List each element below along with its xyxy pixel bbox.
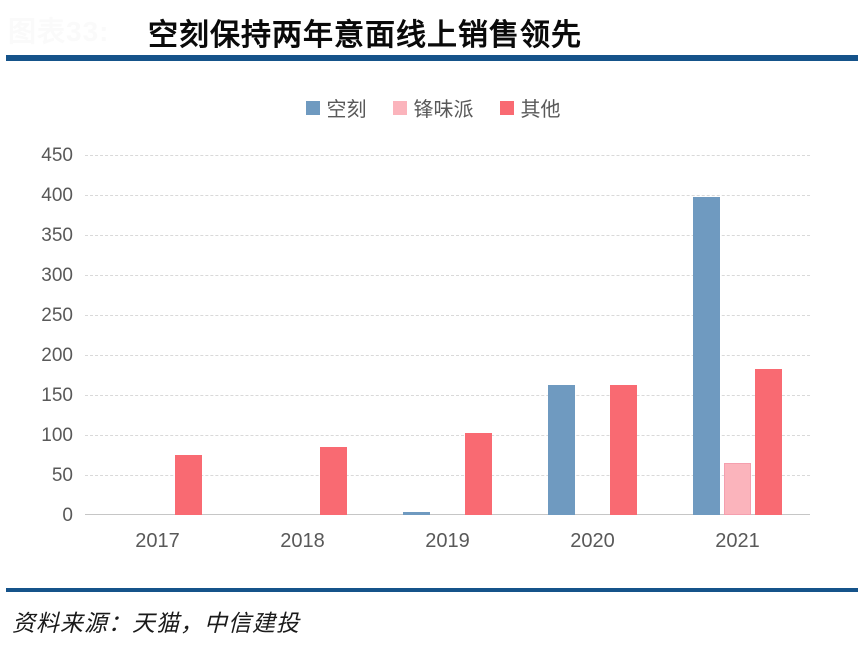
x-axis-tick-label: 2021	[715, 530, 760, 552]
bar-2021-锋味派	[724, 463, 751, 515]
legend-swatch-icon	[392, 100, 407, 115]
bar-2017-其他	[175, 455, 202, 515]
y-axis-tick-label: 200	[41, 345, 73, 366]
y-axis-tick-label: 400	[41, 185, 73, 206]
gridline-y300	[85, 275, 810, 276]
bar-2021-其他	[755, 369, 782, 515]
legend-item-0: 空刻	[305, 93, 367, 122]
bar-2019-其他	[465, 432, 492, 515]
x-axis-tick-label: 2017	[135, 530, 180, 552]
x-axis-line	[85, 514, 810, 515]
source-note: 资料来源：天猫，中信建投	[12, 611, 300, 636]
y-axis-tick-label: 350	[41, 225, 73, 246]
y-axis-tick-label: 50	[51, 465, 73, 486]
bar-2020-空刻	[548, 384, 575, 515]
x-axis-tick-label: 2018	[280, 530, 325, 552]
x-axis-tick-label: 2020	[570, 530, 615, 552]
legend-label: 空刻	[326, 99, 367, 121]
legend-swatch-icon	[305, 100, 320, 115]
y-axis-tick-label: 100	[41, 425, 73, 446]
gridline-y100	[85, 435, 810, 436]
gridline-y250	[85, 315, 810, 316]
footer-divider-rule	[6, 588, 858, 592]
gridline-y150	[85, 395, 810, 396]
chart-title: 空刻保持两年意面线上销售领先	[148, 19, 582, 52]
y-axis-tick-label: 300	[41, 265, 73, 286]
legend-item-2: 其他	[499, 93, 561, 122]
bar-2020-其他	[610, 385, 637, 515]
y-axis-tick-label: 150	[41, 385, 73, 406]
gridline-y200	[85, 355, 810, 356]
gridline-y400	[85, 195, 810, 196]
bar-2021-空刻	[693, 196, 720, 515]
legend-label: 锋味派	[413, 99, 474, 121]
plot-area: 0 50 100 150 200 250 300 350 400 450 2017 2018 2019 2…	[41, 146, 810, 551]
legend-item-1: 锋味派	[392, 93, 474, 122]
chart-legend: 空刻 锋味派 其他	[0, 93, 866, 122]
legend-swatch-icon	[499, 100, 514, 115]
y-axis-tick-label: 0	[62, 505, 73, 526]
gridline-y50	[85, 475, 810, 476]
bar-2019-空刻	[403, 511, 430, 515]
figure-number-label: 图表33:	[8, 16, 110, 47]
x-axis-tick-label: 2019	[425, 530, 470, 552]
y-axis-tick-label: 250	[41, 305, 73, 326]
legend-label: 其他	[520, 99, 561, 121]
y-axis-tick-label: 450	[41, 145, 73, 166]
gridline-y450	[85, 155, 810, 156]
gridline-y350	[85, 235, 810, 236]
bar-2018-其他	[320, 447, 347, 515]
header-divider-rule	[6, 55, 858, 61]
